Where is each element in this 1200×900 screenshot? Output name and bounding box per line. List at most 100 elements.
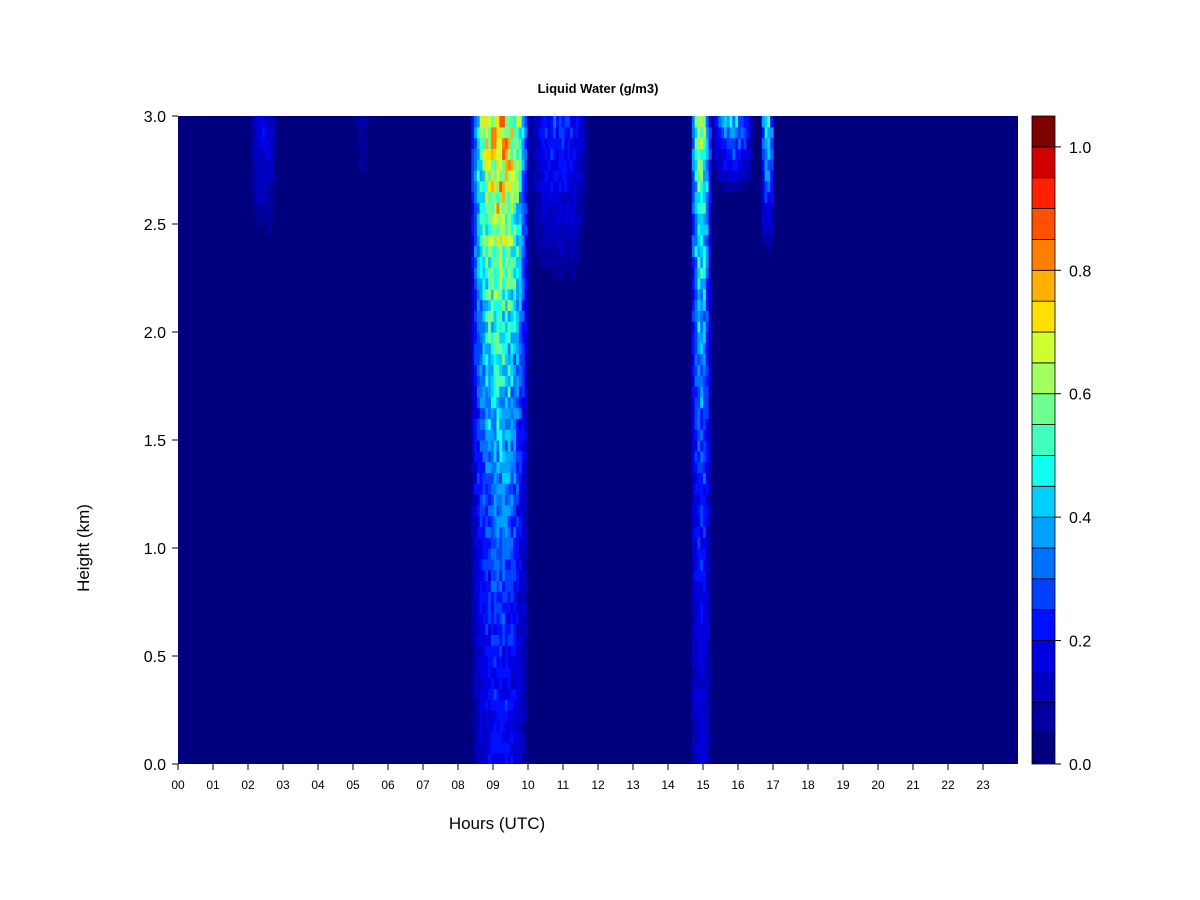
heatmap-cell xyxy=(558,234,563,247)
heatmap-cell xyxy=(691,342,696,355)
heatmap-cell xyxy=(471,299,475,311)
heatmap-cell xyxy=(476,429,481,441)
heatmap-cell xyxy=(533,224,537,236)
heatmap-cell xyxy=(499,526,503,538)
heatmap-cell xyxy=(708,440,712,452)
heatmap-cell xyxy=(700,526,704,538)
heatmap-cell xyxy=(570,202,574,214)
heatmap-cell xyxy=(513,310,517,322)
heatmap-cell xyxy=(485,202,489,214)
heatmap-cell xyxy=(572,191,577,203)
heatmap-cell xyxy=(485,699,489,711)
heatmap-cell xyxy=(697,461,701,473)
heatmap-cell xyxy=(493,234,498,247)
heatmap-cell xyxy=(479,213,484,225)
heatmap-cell xyxy=(705,386,710,398)
heatmap-cell xyxy=(567,202,571,214)
heatmap-cell xyxy=(708,386,712,398)
heatmap-cell xyxy=(556,224,560,236)
heatmap-cell xyxy=(507,332,512,344)
heatmap-cell xyxy=(502,191,506,203)
heatmap-cell xyxy=(479,645,484,657)
heatmap-cell xyxy=(516,137,520,149)
heatmap-cell xyxy=(697,148,701,160)
heatmap-cell xyxy=(502,299,506,311)
heatmap-cell xyxy=(547,180,551,193)
heatmap-cell xyxy=(708,353,712,365)
heatmap-cell xyxy=(581,213,585,225)
heatmap-cell xyxy=(493,137,498,149)
heatmap-cell xyxy=(691,677,696,689)
heatmap-cell xyxy=(482,224,486,236)
heatmap-cell xyxy=(567,159,571,171)
heatmap-cell xyxy=(705,699,710,711)
heatmap-cell xyxy=(264,159,269,171)
heatmap-cell xyxy=(578,137,582,149)
heatmap-cell xyxy=(694,483,698,495)
heatmap-cell xyxy=(553,213,557,225)
heatmap-cell xyxy=(502,267,506,279)
heatmap-cell xyxy=(510,267,514,279)
heatmap-cell xyxy=(270,170,274,182)
heatmap-cell xyxy=(705,731,710,743)
heatmap-cell xyxy=(536,148,540,160)
heatmap-cell xyxy=(488,386,492,398)
heatmap-cell xyxy=(575,224,579,236)
heatmap-cell xyxy=(564,234,568,247)
heatmap-cell xyxy=(697,386,701,398)
heatmap-cell xyxy=(703,288,707,301)
heatmap-cell xyxy=(697,332,701,344)
heatmap-cell xyxy=(518,256,523,268)
heatmap-cell xyxy=(485,386,489,398)
heatmap-cell xyxy=(488,116,492,128)
heatmap-cell xyxy=(471,375,475,387)
heatmap-cell xyxy=(584,170,588,182)
heatmap-cell xyxy=(479,558,484,571)
heatmap-cell xyxy=(476,245,481,257)
heatmap-cell xyxy=(705,116,710,128)
heatmap-cell xyxy=(502,353,506,365)
heatmap-cell xyxy=(697,504,701,517)
heatmap-cell xyxy=(572,137,577,149)
heatmap-cell xyxy=(471,202,475,214)
heatmap-cell xyxy=(476,202,481,214)
heatmap-cell xyxy=(504,591,509,603)
heatmap-cell xyxy=(694,666,698,679)
heatmap-cell xyxy=(553,234,557,247)
heatmap-cell xyxy=(507,558,512,571)
heatmap-cell xyxy=(502,526,506,538)
heatmap-cell xyxy=(493,720,498,733)
heatmap-cell xyxy=(578,224,582,236)
heatmap-cell xyxy=(490,364,495,376)
heatmap-cell xyxy=(502,710,506,722)
heatmap-cell xyxy=(705,483,710,495)
heatmap-cell xyxy=(496,407,500,419)
heatmap-cell xyxy=(488,170,492,182)
heatmap-cell xyxy=(485,440,489,452)
heatmap-cell xyxy=(694,634,698,646)
heatmap-cell xyxy=(691,364,696,376)
heatmap-cell xyxy=(530,116,535,128)
heatmap-cell xyxy=(746,137,750,149)
heatmap-cell xyxy=(521,537,526,549)
heatmap-cell xyxy=(561,191,565,203)
heatmap-cell xyxy=(499,515,503,527)
heatmap-cell xyxy=(767,224,771,236)
heatmap-cell xyxy=(705,548,710,560)
heatmap-cell xyxy=(482,526,486,538)
heatmap-cell xyxy=(471,396,475,409)
heatmap-cell xyxy=(516,407,520,419)
heatmap-cell xyxy=(703,332,707,344)
heatmap-cell xyxy=(521,634,526,646)
heatmap-cell xyxy=(746,126,750,139)
heatmap-cell xyxy=(499,418,503,430)
heatmap-cell xyxy=(567,116,571,128)
heatmap-cell xyxy=(479,159,484,171)
heatmap-cell xyxy=(504,364,509,376)
heatmap-cell xyxy=(502,450,506,463)
heatmap-cell xyxy=(561,234,565,247)
heatmap-cell xyxy=(493,407,498,419)
heatmap-cell xyxy=(513,278,517,290)
y-axis: 0.00.51.01.52.02.53.0 xyxy=(144,109,178,774)
heatmap-cell xyxy=(479,191,484,203)
